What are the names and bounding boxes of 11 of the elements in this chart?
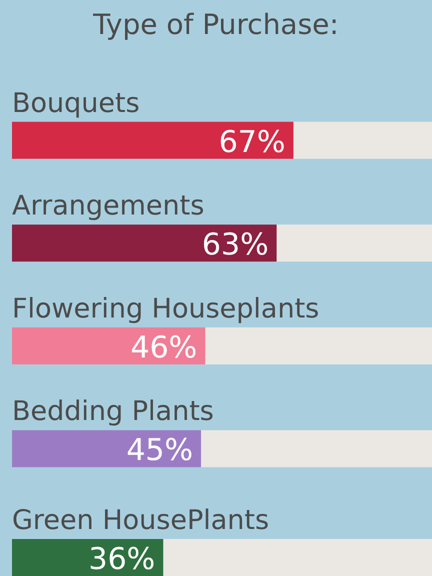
data-label: 67%	[218, 124, 286, 160]
y-tick-label: Arrangements	[12, 190, 204, 222]
data-label: 63%	[202, 228, 269, 263]
data-label: 36%	[88, 542, 156, 576]
y-tick-label: Green HousePlants	[12, 505, 270, 536]
chart-title: Type of Purchase:	[92, 8, 339, 41]
y-tick-label: Flowering Houseplants	[12, 293, 320, 324]
y-tick-label: Bouquets	[12, 88, 140, 119]
y-tick-label: Bedding Plants	[12, 396, 214, 428]
data-label: 46%	[130, 330, 198, 366]
data-label: 45%	[126, 433, 193, 468]
